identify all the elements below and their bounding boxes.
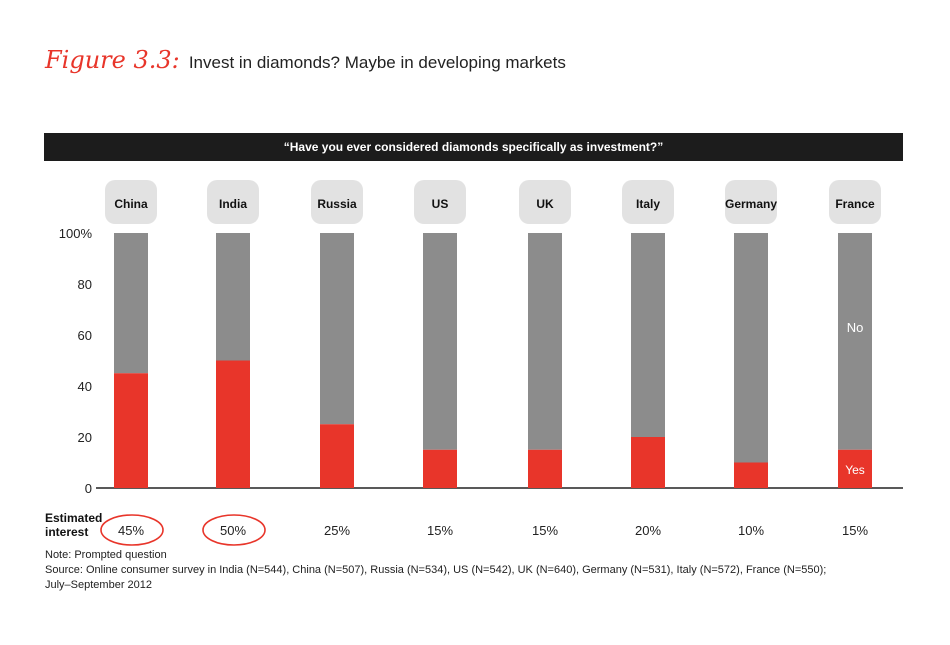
bar-no-segment <box>528 233 562 450</box>
country-label: China <box>114 197 148 211</box>
country-label: France <box>835 197 875 211</box>
bar-no-segment <box>320 233 354 425</box>
country-map-icon <box>622 180 674 224</box>
country-map-icon <box>519 180 571 224</box>
country-label: Italy <box>636 197 660 211</box>
bar-no-segment <box>114 233 148 374</box>
bar-no-segment <box>734 233 768 463</box>
figure-label: Figure 3.3: <box>45 46 180 74</box>
note-text: Note: Prompted question <box>45 549 167 561</box>
bar-yes-segment <box>838 449 872 488</box>
bar-no-segment <box>838 233 872 450</box>
country-map-icon <box>414 180 466 224</box>
y-tick-label: 20 <box>78 430 92 445</box>
bar-yes-segment <box>528 449 562 488</box>
bar-no-segment <box>423 233 457 450</box>
bar-yes-segment <box>631 437 665 488</box>
segment-label-yes: Yes <box>845 463 865 477</box>
stacked-bar-chart: 100% 80 60 40 20 0 China 45% India 50% Russia 25% US… <box>45 180 903 546</box>
country-label: Germany <box>725 197 777 211</box>
country-map-icon <box>725 180 777 224</box>
bar-no-segment <box>631 233 665 437</box>
bar-yes-segment <box>423 449 457 488</box>
estimated-interest-value: 15% <box>532 523 558 538</box>
country-map-icon <box>829 180 881 224</box>
figure-heading: Invest in diamonds? Maybe in developing … <box>188 53 566 72</box>
estimated-interest-value: 20% <box>635 523 661 538</box>
country-label: India <box>219 197 247 211</box>
estimated-interest-label: Estimated <box>45 511 102 525</box>
source-date: July–September 2012 <box>45 579 153 591</box>
estimated-interest-value: 25% <box>324 523 350 538</box>
y-tick-label: 60 <box>78 328 92 343</box>
country-map-icon <box>311 180 363 224</box>
source-text: Source: Online consumer survey in India … <box>45 564 827 576</box>
y-tick-label: 40 <box>78 379 92 394</box>
country-label: UK <box>536 197 554 211</box>
y-tick-label: 80 <box>78 277 92 292</box>
country-label: US <box>432 197 449 211</box>
estimated-interest-value: 15% <box>842 523 868 538</box>
y-tick-label: 0 <box>85 481 92 496</box>
country-label: Russia <box>317 197 357 211</box>
highlight-circle <box>100 514 164 546</box>
estimated-interest-value: 50% <box>220 523 246 538</box>
estimated-interest-value: 15% <box>427 523 453 538</box>
figure-title: Figure 3.3: Invest in diamonds? Maybe in… <box>45 46 566 74</box>
y-tick-label: 100% <box>59 226 93 241</box>
highlight-circle <box>202 514 266 546</box>
survey-question-banner: “Have you ever considered diamonds speci… <box>44 133 903 161</box>
estimated-interest-value: 45% <box>118 523 144 538</box>
bar-yes-segment <box>320 424 354 488</box>
country-map-icon <box>105 180 157 224</box>
bar-no-segment <box>216 233 250 361</box>
country-map-icon <box>207 180 259 224</box>
bar-yes-segment <box>114 373 148 488</box>
estimated-interest-label: interest <box>45 525 88 539</box>
estimated-interest-value: 10% <box>738 523 764 538</box>
bar-yes-segment <box>734 462 768 488</box>
bar-yes-segment <box>216 360 250 488</box>
segment-label-no: No <box>847 320 864 335</box>
